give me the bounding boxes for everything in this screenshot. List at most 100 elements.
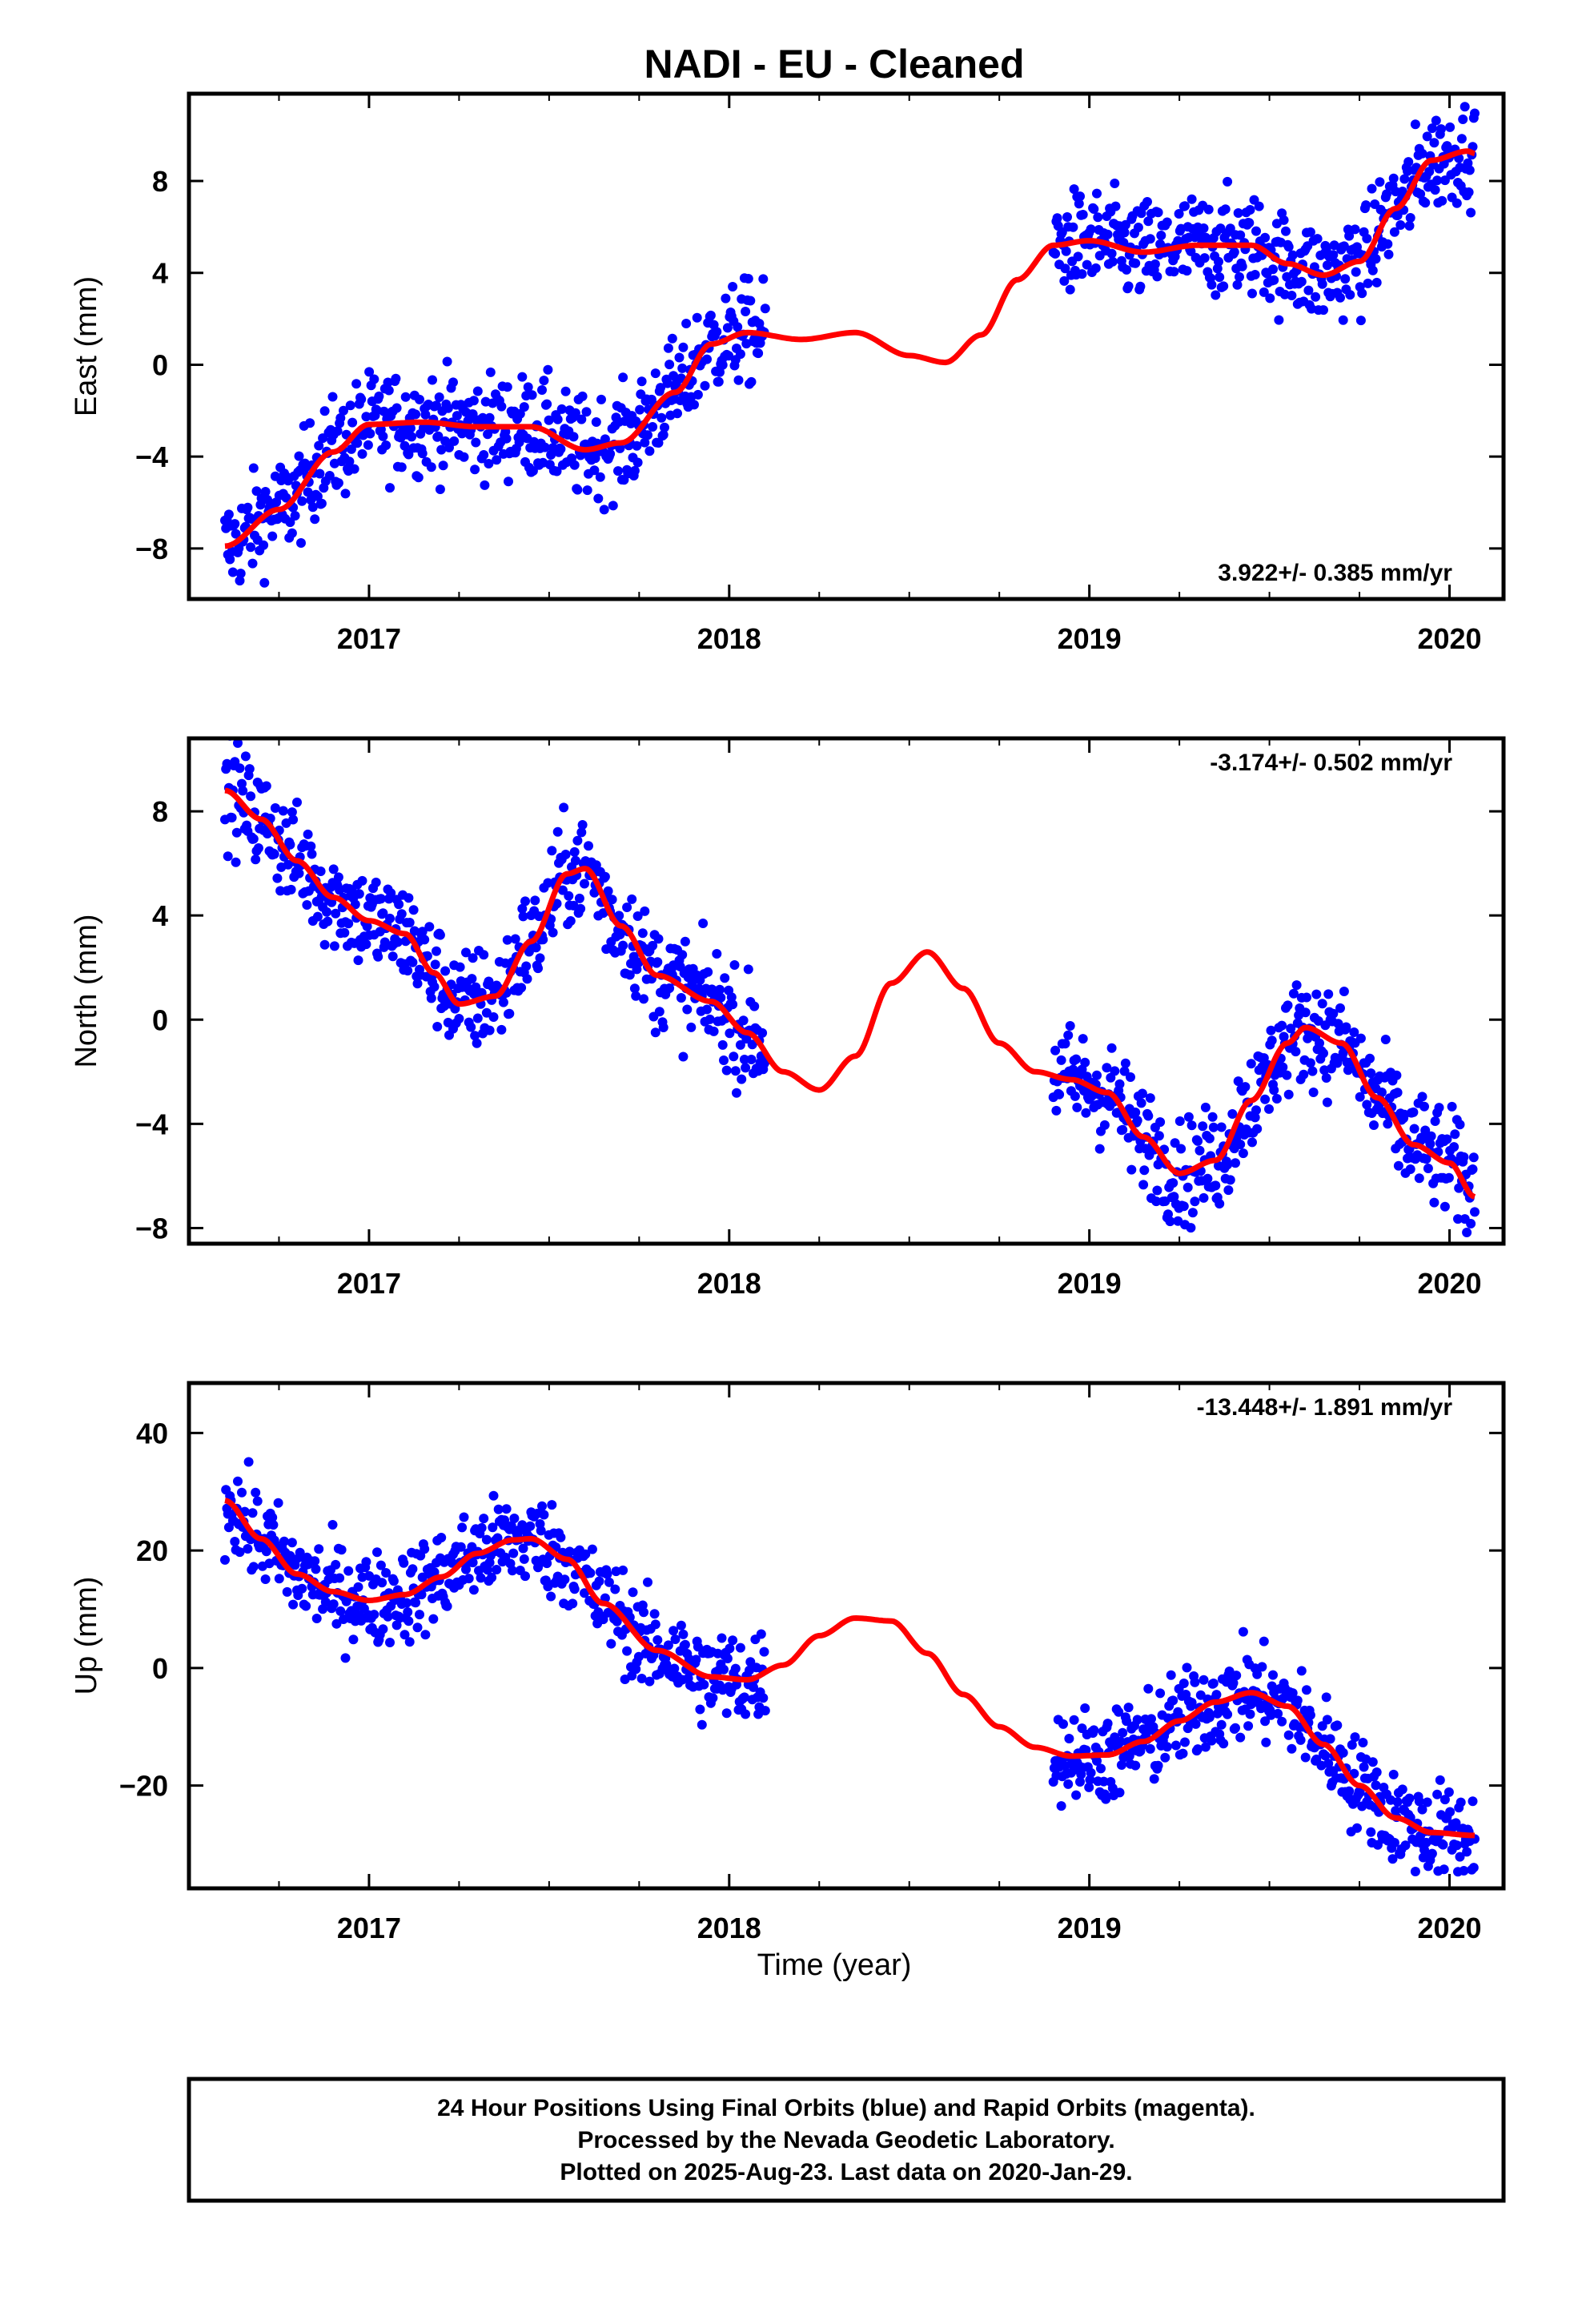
panel-north: 2017 2018 2019 2020 −8 −4 0 4 8 North (mm) -3.174+… bbox=[70, 736, 1506, 1300]
data-point bbox=[1456, 1797, 1466, 1807]
data-point bbox=[479, 1514, 489, 1524]
data-point bbox=[294, 868, 304, 879]
data-point bbox=[1288, 988, 1299, 999]
data-point bbox=[508, 1548, 519, 1558]
data-point bbox=[1060, 263, 1070, 274]
x-tick-label: 2018 bbox=[697, 622, 761, 655]
data-point bbox=[622, 903, 632, 912]
data-point bbox=[248, 1562, 259, 1572]
data-point bbox=[654, 1007, 665, 1017]
data-point bbox=[1404, 221, 1415, 231]
data-point bbox=[515, 408, 525, 419]
data-point bbox=[470, 464, 480, 475]
data-point bbox=[569, 1584, 580, 1594]
data-point bbox=[303, 829, 313, 839]
data-point bbox=[726, 992, 737, 1003]
data-point bbox=[692, 312, 702, 323]
data-point bbox=[1367, 183, 1377, 194]
data-point bbox=[610, 1584, 620, 1594]
data-point bbox=[432, 946, 441, 956]
data-point bbox=[670, 1634, 681, 1644]
data-point bbox=[1419, 1844, 1429, 1855]
data-point bbox=[333, 478, 343, 489]
data-point bbox=[391, 373, 401, 384]
data-point bbox=[335, 1606, 346, 1616]
data-point bbox=[1341, 1022, 1351, 1032]
data-point bbox=[1176, 1144, 1186, 1154]
data-point bbox=[1126, 1072, 1135, 1082]
data-point bbox=[721, 1065, 732, 1076]
data-point bbox=[1170, 1138, 1180, 1148]
data-point bbox=[535, 953, 545, 963]
y-tick-label: 20 bbox=[136, 1534, 168, 1567]
data-point bbox=[1392, 1088, 1403, 1098]
data-point bbox=[282, 1586, 292, 1597]
data-point bbox=[1154, 1131, 1164, 1141]
data-point bbox=[1150, 259, 1160, 269]
data-point bbox=[1426, 1131, 1436, 1141]
data-point bbox=[420, 409, 431, 420]
data-point bbox=[1281, 226, 1291, 236]
y-tick-label: 0 bbox=[152, 1652, 168, 1685]
data-point bbox=[240, 751, 251, 762]
y-tick-label: −4 bbox=[135, 440, 168, 473]
data-point bbox=[1350, 224, 1360, 235]
data-point bbox=[438, 460, 448, 471]
data-point bbox=[584, 841, 593, 851]
data-point bbox=[598, 1614, 608, 1625]
data-point bbox=[580, 879, 589, 889]
data-point bbox=[517, 372, 528, 382]
data-point bbox=[1359, 1762, 1369, 1772]
y-tick-label: 8 bbox=[152, 165, 168, 198]
data-point bbox=[743, 964, 753, 975]
data-point bbox=[426, 462, 436, 472]
y-tick-label: 0 bbox=[152, 1003, 168, 1036]
data-point bbox=[570, 408, 580, 418]
data-point bbox=[629, 465, 640, 476]
data-point bbox=[1156, 231, 1166, 240]
data-point bbox=[411, 1598, 421, 1608]
data-point bbox=[1056, 1055, 1066, 1065]
data-point bbox=[268, 1520, 279, 1530]
data-point bbox=[267, 1512, 278, 1522]
data-point bbox=[504, 476, 513, 487]
data-point bbox=[1371, 1780, 1381, 1791]
data-point bbox=[1268, 1670, 1278, 1680]
data-point bbox=[709, 1026, 719, 1036]
data-point bbox=[1235, 271, 1244, 282]
data-point bbox=[1227, 1109, 1238, 1119]
data-point bbox=[379, 937, 390, 947]
data-point bbox=[615, 443, 625, 453]
data-point bbox=[1299, 1069, 1309, 1080]
data-point bbox=[1439, 1795, 1450, 1805]
data-point bbox=[741, 307, 751, 316]
y-tick-label: −20 bbox=[119, 1770, 168, 1803]
data-point bbox=[702, 1004, 712, 1015]
data-point bbox=[1136, 1098, 1146, 1108]
data-point bbox=[1389, 227, 1399, 237]
data-point bbox=[1313, 1015, 1323, 1026]
data-point bbox=[415, 1610, 424, 1620]
data-point bbox=[599, 505, 609, 515]
data-point bbox=[311, 1614, 322, 1623]
data-point bbox=[440, 966, 451, 976]
data-point bbox=[1199, 223, 1209, 233]
data-point bbox=[1358, 1738, 1368, 1747]
data-point bbox=[319, 939, 330, 950]
data-point bbox=[363, 440, 373, 450]
data-point bbox=[546, 1591, 556, 1602]
data-point bbox=[508, 1566, 517, 1576]
data-point bbox=[372, 1547, 382, 1558]
data-point bbox=[297, 496, 307, 506]
data-point bbox=[352, 438, 363, 448]
data-point bbox=[1231, 1671, 1242, 1681]
data-point bbox=[1259, 1636, 1269, 1647]
data-point bbox=[1195, 1145, 1205, 1156]
data-point bbox=[1405, 1164, 1415, 1174]
y-tick-label: 40 bbox=[136, 1417, 168, 1449]
data-point bbox=[1283, 1089, 1294, 1100]
data-point bbox=[248, 463, 259, 473]
data-point bbox=[589, 465, 600, 476]
data-point bbox=[669, 1663, 680, 1674]
data-point bbox=[328, 864, 339, 875]
